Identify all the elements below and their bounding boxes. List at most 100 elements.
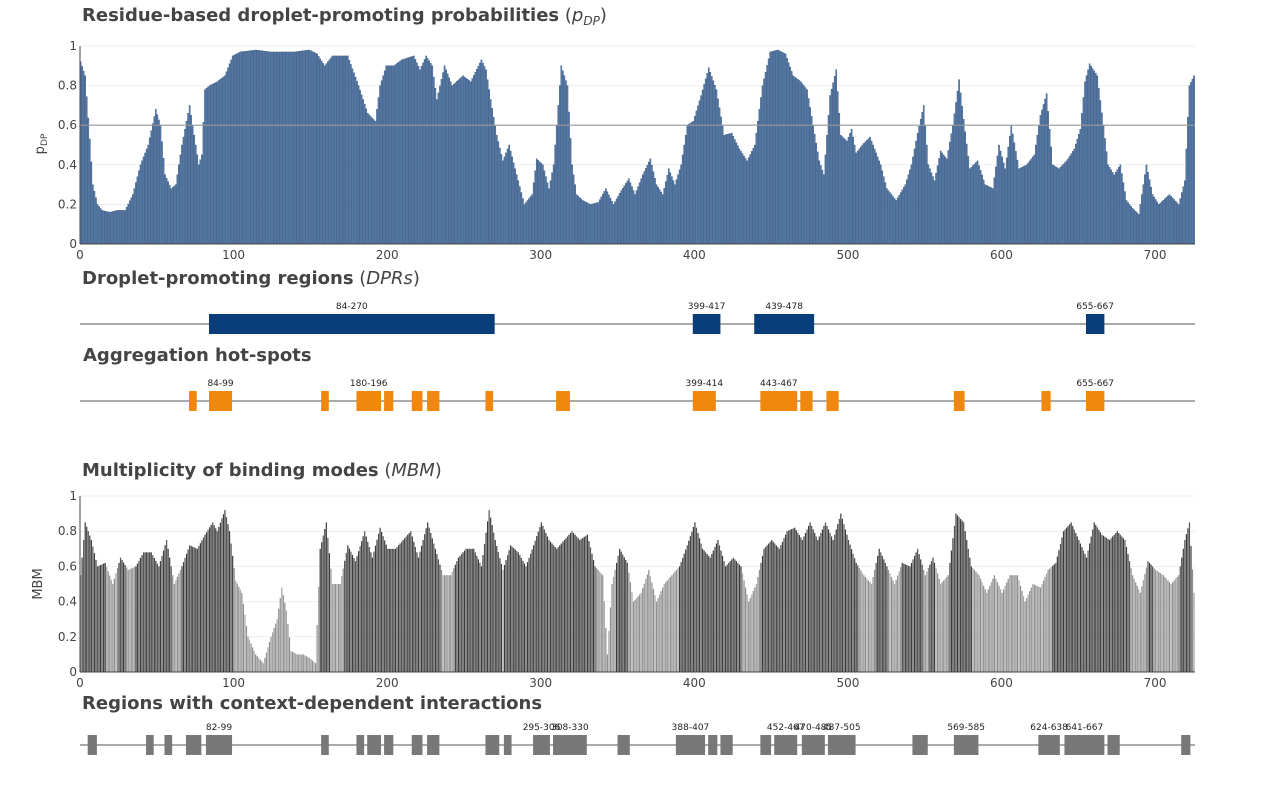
bar <box>866 578 868 672</box>
bar <box>589 547 592 672</box>
bar <box>770 51 773 245</box>
bar <box>574 184 576 245</box>
bar <box>1009 575 1011 672</box>
bar <box>772 541 774 672</box>
bar <box>972 568 974 672</box>
bar <box>1084 81 1086 245</box>
bar <box>745 587 747 672</box>
bar <box>942 154 945 245</box>
bar <box>109 575 111 672</box>
bar <box>356 556 358 672</box>
bar <box>301 654 303 672</box>
bar <box>1001 592 1003 672</box>
y-tick-label: 0.8 <box>58 79 77 93</box>
bar <box>563 540 565 672</box>
bar <box>744 158 747 245</box>
bar <box>855 562 857 672</box>
region-segment <box>1107 735 1120 755</box>
bar <box>734 139 736 245</box>
bar <box>428 527 430 672</box>
bar <box>393 65 395 245</box>
bar <box>620 190 622 245</box>
bar <box>1059 543 1062 672</box>
bar <box>299 50 301 245</box>
bar <box>472 75 475 245</box>
bar <box>485 532 487 672</box>
bar <box>983 585 985 672</box>
bar <box>794 527 796 672</box>
bar <box>1090 536 1092 672</box>
bar <box>212 522 214 672</box>
bar <box>874 569 876 672</box>
region-label: 388-407 <box>672 723 710 733</box>
bar <box>737 145 739 245</box>
bar <box>81 66 83 245</box>
y-tick-label: 0.2 <box>58 630 77 644</box>
bar <box>609 197 612 245</box>
bar <box>542 525 544 672</box>
y-tick-label: 0 <box>69 237 77 251</box>
bar <box>336 584 338 672</box>
bar <box>356 81 358 245</box>
bar <box>1030 158 1033 245</box>
bar <box>543 529 546 672</box>
bar <box>993 177 996 245</box>
bar <box>1038 586 1040 672</box>
bar <box>321 542 323 672</box>
bar <box>623 557 625 672</box>
bar <box>512 162 515 245</box>
bar <box>405 58 407 245</box>
bar <box>124 210 126 245</box>
bar <box>766 545 768 672</box>
bar <box>646 165 649 245</box>
bar <box>132 567 134 672</box>
bar <box>883 176 885 245</box>
bar <box>399 60 401 245</box>
bar <box>413 541 415 672</box>
bar <box>867 138 870 245</box>
bar <box>956 90 959 245</box>
bar <box>798 535 800 672</box>
bar <box>1148 179 1151 245</box>
bar <box>267 647 269 672</box>
bar <box>118 562 120 672</box>
bar <box>333 584 335 672</box>
bar <box>703 550 705 672</box>
bar <box>826 134 828 245</box>
bar <box>611 201 613 245</box>
bar <box>539 161 541 245</box>
bar <box>781 541 784 672</box>
bar <box>674 184 676 245</box>
bar <box>717 98 719 245</box>
bar <box>1016 159 1019 245</box>
bar <box>1012 575 1014 672</box>
bar <box>663 584 665 672</box>
bar <box>580 538 582 672</box>
bar <box>1150 564 1152 672</box>
cdi-panel-title: Regions with context-dependent interacti… <box>82 693 542 714</box>
bar <box>689 123 692 245</box>
bar <box>90 161 93 245</box>
bar <box>299 654 301 672</box>
bar <box>126 567 128 672</box>
bar <box>741 573 744 672</box>
bar <box>1022 596 1025 672</box>
bar <box>677 174 679 245</box>
bar <box>436 99 438 245</box>
bar <box>927 164 930 245</box>
bar <box>916 132 919 245</box>
bar <box>609 607 612 672</box>
bar <box>1179 198 1182 245</box>
bar <box>169 557 171 672</box>
bar <box>967 156 970 245</box>
bar <box>529 553 532 672</box>
bar <box>815 536 817 672</box>
bar <box>583 536 585 672</box>
bar <box>740 151 742 245</box>
bar <box>1131 208 1134 245</box>
bar <box>195 548 197 672</box>
bar <box>907 174 910 245</box>
bar <box>178 573 180 672</box>
bar <box>718 545 721 672</box>
bar <box>764 547 767 672</box>
